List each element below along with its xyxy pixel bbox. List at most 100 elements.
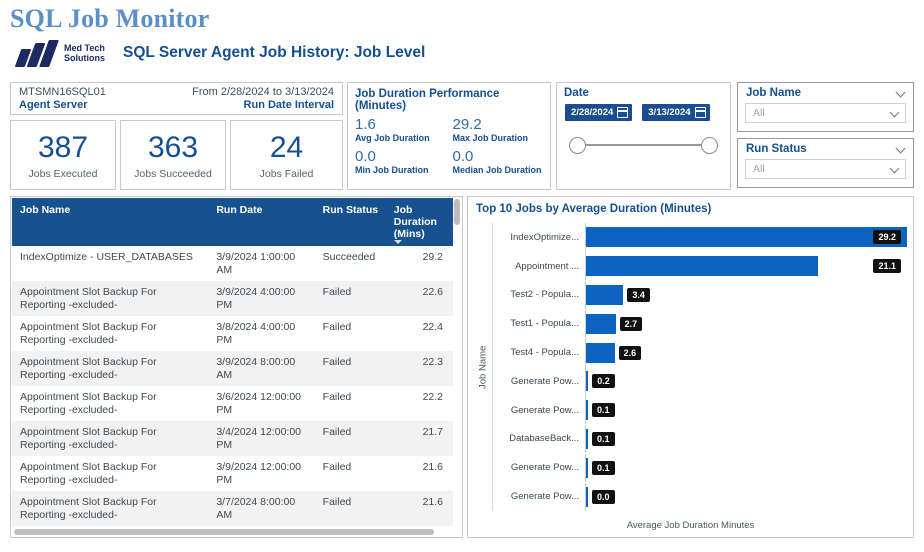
calendar-icon[interactable] bbox=[694, 107, 706, 118]
table-horizontal-scrollbar[interactable] bbox=[14, 529, 451, 535]
chart-bar-row[interactable]: Generate Pow... 0.2 bbox=[493, 367, 907, 396]
chart-bar[interactable] bbox=[586, 457, 588, 478]
kpi-jobs-executed-value: 387 bbox=[37, 130, 89, 164]
chart-bar-area: 3.4 bbox=[585, 280, 907, 309]
job-history-table-card: Job Name Run Date Run Status Job Duratio… bbox=[10, 196, 463, 538]
chevron-down-icon[interactable] bbox=[897, 89, 906, 98]
kpi-jobs-failed-label: Jobs Failed bbox=[259, 167, 314, 180]
kpi-jobs-failed: 24 Jobs Failed bbox=[230, 120, 343, 190]
slicer-job-name-title: Job Name bbox=[746, 87, 801, 99]
chart-bar-label: Generate Pow... bbox=[510, 491, 579, 503]
chart-title: Top 10 Jobs by Average Duration (Minutes… bbox=[476, 203, 712, 215]
cell-job-name: Appointment Slot Backup For Reporting -e… bbox=[20, 461, 157, 486]
chart-bar-row[interactable]: DatabaseBack... 0.1 bbox=[493, 424, 907, 453]
chart-bar-row[interactable]: Appointment ... 21.1 bbox=[493, 252, 907, 281]
column-header-job-duration[interactable]: Job Duration (Mins) bbox=[385, 198, 453, 246]
chevron-down-icon[interactable] bbox=[897, 145, 906, 154]
chevron-down-icon[interactable] bbox=[891, 109, 900, 118]
table-row[interactable]: Appointment Slot Backup For Reporting -e… bbox=[12, 281, 453, 316]
table-row[interactable]: Appointment Slot Backup For Reporting -e… bbox=[12, 386, 453, 421]
chart-bar-area: 21.1 bbox=[585, 252, 907, 281]
chart-bar-row[interactable]: Generate Pow... 0.1 bbox=[493, 453, 907, 482]
slicer-job-name-dropdown[interactable]: All bbox=[745, 103, 906, 123]
column-header-run-status[interactable]: Run Status bbox=[314, 198, 386, 246]
calendar-icon[interactable] bbox=[617, 107, 629, 118]
cell-job-duration: 22.2 bbox=[422, 391, 443, 403]
page-title: SQL Job Monitor bbox=[10, 4, 210, 33]
chart-bar-area: 2.7 bbox=[585, 309, 907, 338]
chevron-down-icon[interactable] bbox=[891, 165, 900, 174]
chart-bar[interactable] bbox=[586, 486, 588, 507]
table-header-row: Job Name Run Date Run Status Job Duratio… bbox=[12, 198, 453, 246]
cell-run-status: Failed bbox=[322, 461, 352, 473]
date-end-input[interactable]: 3/13/2024 bbox=[642, 104, 710, 121]
agent-server-card: MTSMN16SQL01 Agent Server From 2/28/2024… bbox=[10, 82, 343, 115]
date-slicer-title: Date bbox=[564, 87, 589, 99]
med-tech-solutions-logo-icon bbox=[14, 38, 60, 68]
chart-bar-row[interactable]: Test1 - Popula... 2.7 bbox=[493, 309, 907, 338]
slicer-job-name[interactable]: Job Name All bbox=[737, 82, 914, 132]
column-header-run-date[interactable]: Run Date bbox=[208, 198, 315, 246]
cell-run-status: Failed bbox=[322, 286, 352, 298]
chart-bar-row[interactable]: IndexOptimize... 29.2 bbox=[493, 223, 907, 252]
chart-bar-area: 2.6 bbox=[585, 338, 907, 367]
chart-bar[interactable] bbox=[586, 400, 588, 421]
chart-bar-value-label: 0.1 bbox=[592, 403, 615, 418]
chart-bar-row[interactable]: Generate Pow... 0.1 bbox=[493, 396, 907, 425]
kpi-jobs-succeeded-value: 363 bbox=[147, 130, 199, 164]
table-row[interactable]: Appointment Slot Backup For Reporting -e… bbox=[12, 351, 453, 386]
median-job-duration: 0.0 Median Job Duration bbox=[453, 148, 551, 175]
table-body: IndexOptimize - USER_DATABASES 3/9/2024 1… bbox=[12, 246, 453, 530]
table-vertical-scrollbar-thumb[interactable] bbox=[454, 199, 460, 225]
date-range-slider[interactable] bbox=[569, 135, 718, 155]
job-history-table: Job Name Run Date Run Status Job Duratio… bbox=[12, 198, 453, 530]
table-row[interactable]: Appointment Slot Backup For Reporting -e… bbox=[12, 491, 453, 526]
slicer-job-name-value: All bbox=[753, 107, 765, 119]
chart-bar-value-label: 0.0 bbox=[592, 489, 615, 504]
kpi-jobs-executed: 387 Jobs Executed bbox=[10, 120, 116, 190]
cell-run-date: 3/7/2024 8:00:00 AM bbox=[216, 496, 296, 521]
chart-bar-row[interactable]: Generate Pow... 0.0 bbox=[493, 482, 907, 511]
table-horizontal-scrollbar-thumb[interactable] bbox=[14, 529, 434, 535]
min-job-duration: 0.0 Min Job Duration bbox=[355, 148, 453, 175]
table-vertical-scrollbar[interactable] bbox=[454, 199, 460, 527]
cell-run-status: Succeeded bbox=[322, 251, 376, 263]
table-row[interactable]: Appointment Slot Backup For Reporting -e… bbox=[12, 421, 453, 456]
chart-bar[interactable] bbox=[586, 284, 624, 305]
chart-bar-area: 0.1 bbox=[585, 396, 907, 425]
chart-bar-label: Test1 - Popula... bbox=[510, 318, 579, 330]
median-job-duration-label: Median Job Duration bbox=[452, 165, 542, 175]
cell-job-duration: 21.7 bbox=[422, 426, 443, 438]
chart-bar-row[interactable]: Test4 - Popula... 2.6 bbox=[493, 338, 907, 367]
column-header-job-name[interactable]: Job Name bbox=[12, 198, 209, 246]
table-row[interactable]: Appointment Slot Backup For Reporting -e… bbox=[12, 316, 453, 351]
job-duration-performance-title: Job Duration Performance (Minutes) bbox=[355, 88, 500, 112]
chart-bar-value-label: 0.1 bbox=[592, 460, 615, 475]
slicer-run-status-dropdown[interactable]: All bbox=[745, 159, 906, 179]
min-job-duration-label: Min Job Duration bbox=[355, 165, 429, 175]
chart-bar-label: Test2 - Popula... bbox=[510, 289, 579, 301]
job-duration-performance-card: Job Duration Performance (Minutes) 1.6 A… bbox=[347, 82, 551, 190]
run-date-interval-value: From 2/28/2024 to 3/13/2024 bbox=[192, 86, 334, 98]
cell-job-name: Appointment Slot Backup For Reporting -e… bbox=[20, 496, 157, 521]
chart-bar[interactable] bbox=[586, 342, 615, 363]
max-job-duration-label: Max Job Duration bbox=[452, 133, 529, 143]
date-range-handle-start[interactable] bbox=[569, 137, 586, 154]
chart-bar[interactable] bbox=[586, 227, 907, 248]
chart-bar[interactable] bbox=[586, 371, 589, 392]
date-start-input[interactable]: 2/28/2024 bbox=[565, 104, 633, 121]
date-range-handle-end[interactable] bbox=[701, 137, 718, 154]
cell-job-name: Appointment Slot Backup For Reporting -e… bbox=[20, 321, 157, 346]
chart-bar[interactable] bbox=[586, 313, 616, 334]
max-job-duration-value: 29.2 bbox=[452, 116, 482, 133]
slicer-run-status[interactable]: Run Status All bbox=[737, 138, 914, 188]
chart-bar[interactable] bbox=[586, 256, 818, 277]
chart-bar[interactable] bbox=[586, 428, 588, 449]
table-row[interactable]: IndexOptimize - USER_DATABASES 3/9/2024 1… bbox=[12, 246, 453, 281]
cell-job-duration: 22.6 bbox=[422, 286, 443, 298]
kpi-jobs-failed-value: 24 bbox=[269, 130, 304, 164]
table-row[interactable]: Appointment Slot Backup For Reporting -e… bbox=[12, 456, 453, 491]
slicer-run-status-title: Run Status bbox=[746, 143, 807, 155]
chart-bar-row[interactable]: Test2 - Popula... 3.4 bbox=[493, 280, 907, 309]
logo-wordmark: Med Tech Solutions bbox=[64, 43, 105, 63]
